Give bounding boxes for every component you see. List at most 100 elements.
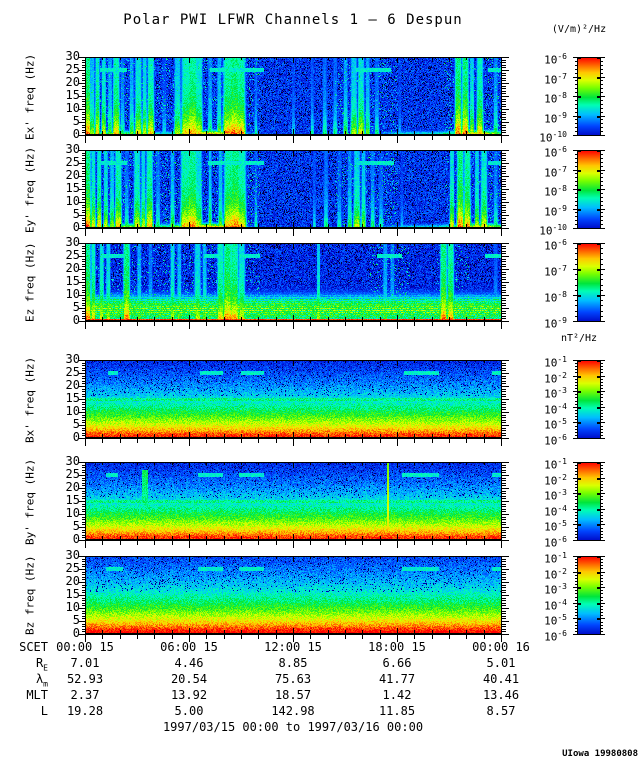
- freq-tick-label: 10: [65, 404, 80, 418]
- ephemeris-value: 1.42: [382, 688, 412, 702]
- ephemeris-value: 13.46: [482, 688, 520, 702]
- freq-tick-label: 5: [46, 614, 80, 627]
- freq-tick-label: 5: [46, 520, 80, 533]
- ephemeris-row-label: RE: [35, 656, 48, 673]
- ephemeris-value: 8.85: [278, 656, 308, 670]
- freq-tick-label: 0: [46, 221, 80, 234]
- freq-tick-label: 15: [65, 587, 80, 601]
- colorbar-tick-label: 10-9: [544, 111, 567, 126]
- freq-tick-label: 0: [46, 431, 80, 444]
- colorbar-tick-label: 10-1: [544, 457, 567, 472]
- freq-tick-label: 15: [65, 493, 80, 507]
- colorbar-tick-label: 10-3: [544, 582, 567, 597]
- colorbar-tick-label: 10-7: [544, 72, 567, 87]
- colorbar-tick-label: 10-6: [544, 145, 567, 160]
- freq-tick-label: 25: [65, 62, 80, 76]
- freq-tick-label: 10: [65, 506, 80, 520]
- freq-tick-label: 15: [65, 181, 80, 195]
- page-title: Polar PWI LFWR Channels 1 — 6 Despun: [123, 12, 463, 28]
- ephemeris-value: 06:00 15: [160, 640, 218, 654]
- colorbar-tick-label: 10-5: [544, 613, 567, 628]
- ephemeris-value: 20.54: [170, 672, 208, 686]
- colorbar-tick-label: 10-6: [544, 52, 567, 67]
- freq-tick-label: 25: [65, 467, 80, 481]
- ephemeris-value: 6.66: [382, 656, 412, 670]
- spectrogram-canvas-bz: [77, 556, 513, 644]
- ephemeris-value: 142.98: [271, 704, 315, 718]
- freq-tick-label: 10: [65, 101, 80, 115]
- freq-tick-label: 15: [65, 88, 80, 102]
- freq-tick-label: 10: [65, 194, 80, 208]
- colorbar-tick-label: 10-10: [539, 130, 567, 145]
- ephemeris-row-label: L: [40, 704, 48, 718]
- colorbar-tick-label: 10-2: [544, 567, 567, 582]
- colorbar-tick-label: 10-2: [544, 371, 567, 386]
- freq-tick-label: 15: [65, 274, 80, 288]
- freq-tick-label: 10: [65, 600, 80, 614]
- spectrogram-canvas-by: [77, 462, 513, 550]
- panel-label-ez: Ez freq (Hz): [23, 242, 37, 323]
- colorbar-tick-label: 10-6: [544, 629, 567, 644]
- colorbar-tick-label: 10-5: [544, 417, 567, 432]
- freq-tick-label: 30: [65, 235, 80, 249]
- colorbar-by: [570, 462, 610, 541]
- freq-tick-label: 0: [46, 627, 80, 640]
- freq-tick-label: 25: [65, 365, 80, 379]
- colorbar-tick-label: 10-7: [544, 264, 567, 279]
- magnetic-unit-label: nT²/Hz: [560, 333, 598, 344]
- colorbar-tick-label: 10-1: [544, 551, 567, 566]
- freq-tick-label: 20: [65, 75, 80, 89]
- ephemeris-value: 8.57: [486, 704, 516, 718]
- electric-unit-label: (V/m)²/Hz: [551, 24, 607, 35]
- ephemeris-value: 12:00 15: [264, 640, 322, 654]
- freq-tick-label: 0: [46, 314, 80, 327]
- panel-label-ex: Ex' freq (Hz): [23, 53, 37, 140]
- ephemeris-value: 11.85: [378, 704, 416, 718]
- colorbar-tick-label: 10-5: [544, 519, 567, 534]
- ephemeris-row-label: MLT: [26, 688, 48, 702]
- colorbar-tick-label: 10-3: [544, 488, 567, 503]
- colorbar-tick-label: 10-9: [544, 204, 567, 219]
- colorbar-tick-label: 10-4: [544, 598, 567, 613]
- colorbar-ez: [570, 243, 610, 322]
- ephemeris-row-label: λm: [35, 672, 48, 689]
- ephemeris-value: 52.93: [66, 672, 104, 686]
- ephemeris-value: 18.57: [274, 688, 312, 702]
- colorbar-tick-label: 10-10: [539, 223, 567, 238]
- spectrogram-canvas-ey: [77, 150, 513, 238]
- colorbar-ex: [570, 57, 610, 136]
- ephemeris-value: 00:00 15: [56, 640, 114, 654]
- freq-tick-label: 25: [65, 561, 80, 575]
- colorbar-ey: [570, 150, 610, 229]
- freq-tick-label: 30: [65, 352, 80, 366]
- colorbar-tick-label: 10-2: [544, 473, 567, 488]
- colorbar-tick-label: 10-7: [544, 165, 567, 180]
- freq-tick-label: 5: [46, 418, 80, 431]
- spectrogram-canvas-bx: [77, 360, 513, 448]
- ephemeris-value: 18:00 15: [368, 640, 426, 654]
- spectrogram-canvas-ez: [77, 243, 513, 331]
- freq-tick-label: 25: [65, 155, 80, 169]
- freq-tick-label: 5: [46, 208, 80, 221]
- credit-label: UIowa 19980808: [562, 749, 638, 759]
- time-range-label: 1997/03/15 00:00 to 1997/03/16 00:00: [162, 720, 424, 734]
- panel-label-by: By' freq (Hz): [23, 458, 37, 545]
- colorbar-tick-label: 10-8: [544, 91, 567, 106]
- colorbar-tick-label: 10-4: [544, 504, 567, 519]
- colorbar-bx: [570, 360, 610, 439]
- freq-tick-label: 25: [65, 248, 80, 262]
- colorbar-tick-label: 10-8: [544, 184, 567, 199]
- colorbar-tick-label: 10-6: [544, 433, 567, 448]
- ephemeris-row-label: SCET: [19, 640, 48, 654]
- colorbar-bz: [570, 556, 610, 635]
- ephemeris-value: 4.46: [174, 656, 204, 670]
- freq-tick-label: 0: [46, 128, 80, 141]
- ephemeris-value: 40.41: [482, 672, 520, 686]
- freq-tick-label: 30: [65, 454, 80, 468]
- freq-tick-label: 15: [65, 391, 80, 405]
- colorbar-tick-label: 10-6: [544, 238, 567, 253]
- freq-tick-label: 10: [65, 287, 80, 301]
- colorbar-tick-label: 10-9: [544, 316, 567, 331]
- panel-label-bx: Bx' freq (Hz): [23, 356, 37, 443]
